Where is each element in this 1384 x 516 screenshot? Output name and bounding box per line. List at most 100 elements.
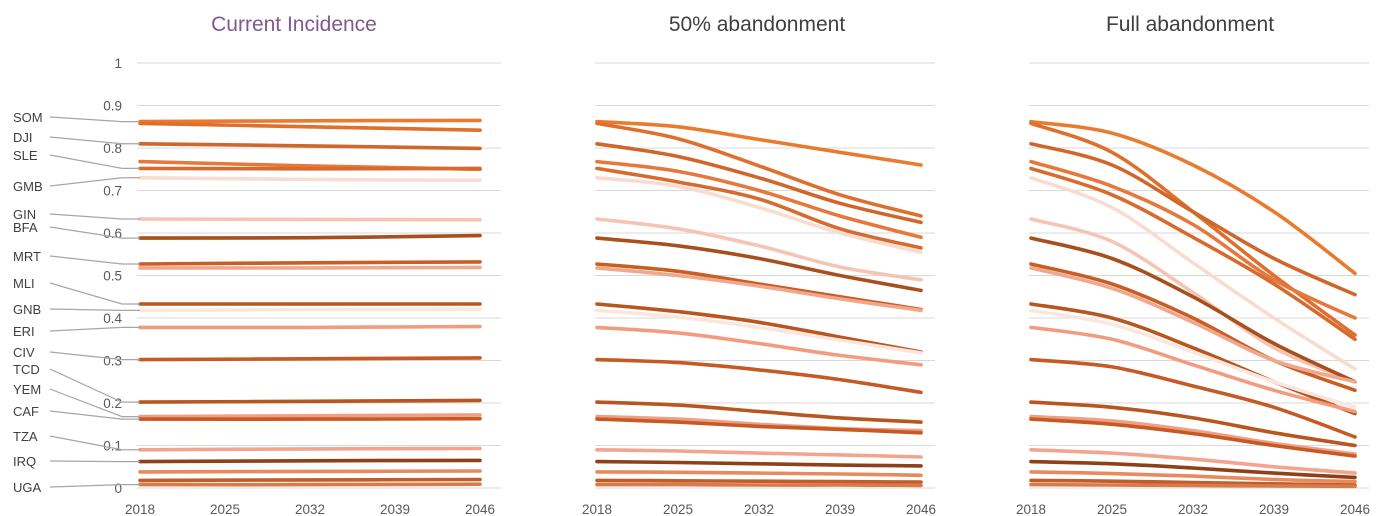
- y-tick-label: 0.6: [103, 226, 122, 241]
- y-tick-label: 0.9: [103, 99, 122, 114]
- country-leader-line: [49, 226, 140, 239]
- series-line-10: [138, 265, 482, 270]
- country-label: TCD: [13, 362, 40, 377]
- series-line-8: [1029, 236, 1357, 384]
- country-label: MLI: [13, 276, 35, 291]
- series-line-3: [1029, 142, 1357, 297]
- panel-1: Current Incidence00.10.20.30.40.50.60.70…: [103, 13, 501, 516]
- x-tick-label: 2018: [125, 502, 155, 516]
- series-line-13: [138, 324, 482, 330]
- country-leader-line: [49, 435, 140, 451]
- country-label: GMB: [13, 179, 43, 194]
- x-tick-label: 2039: [1259, 502, 1289, 516]
- x-tick-label: 2046: [906, 502, 936, 516]
- series-line-18: [138, 446, 482, 452]
- series-line-16: [1029, 414, 1357, 456]
- series-line-14: [138, 356, 482, 362]
- x-tick-label: 2046: [1340, 502, 1370, 516]
- panel-title: Current Incidence: [211, 13, 377, 36]
- series-line-1: [138, 118, 482, 124]
- x-tick-label: 2018: [582, 502, 612, 516]
- x-tick-label: 2039: [825, 502, 855, 516]
- series-line-11: [1029, 302, 1357, 416]
- y-tick-label: 0.1: [103, 439, 122, 454]
- series-line-7: [595, 217, 923, 282]
- panel-3: Full abandonment 2018 2025 2032 2039 2046: [1016, 13, 1370, 516]
- country-label: YEM: [13, 382, 41, 397]
- series-line-22: [1029, 482, 1357, 489]
- series-line-4: [595, 159, 923, 240]
- country-leader-line: [49, 388, 140, 418]
- y-tick-label: 0.3: [103, 354, 122, 369]
- series-line-15: [138, 398, 482, 404]
- country-label: ERI: [13, 324, 35, 339]
- country-leader-line: [49, 154, 140, 169]
- country-leader-line: [49, 351, 140, 361]
- country-leader-line: [49, 136, 140, 145]
- series-line-14: [1029, 357, 1357, 439]
- series-line-5: [595, 166, 923, 250]
- y-tick-label: 1: [114, 56, 122, 71]
- series-line-12: [1029, 308, 1357, 410]
- series-line-6: [595, 176, 923, 254]
- series-line-14: [595, 357, 923, 395]
- country-label: TZA: [13, 429, 38, 444]
- series-line-20: [1029, 470, 1357, 484]
- series-line-10: [595, 266, 923, 313]
- y-tick-label: 0.7: [103, 184, 122, 199]
- x-tick-label: 2018: [1016, 502, 1046, 516]
- x-tick-label: 2032: [295, 502, 325, 516]
- y-tick-label: 0: [114, 481, 122, 496]
- series-line-18: [595, 448, 923, 459]
- series-line-21: [1029, 478, 1357, 487]
- series-line-6: [138, 176, 482, 183]
- series-line-15: [1029, 400, 1357, 448]
- panel-title: 50% abandonment: [669, 13, 845, 36]
- series-line-17: [1029, 417, 1357, 458]
- country-label: BFA: [13, 220, 38, 235]
- series-line-3: [595, 142, 923, 225]
- series-line-2: [595, 121, 923, 218]
- series-line-1: [1029, 119, 1357, 276]
- country-label: DJI: [13, 130, 33, 145]
- series-line-7: [1029, 217, 1357, 384]
- series-line-21: [138, 477, 482, 483]
- series-line-19: [595, 459, 923, 468]
- series-line-17: [595, 417, 923, 435]
- country-label: SLE: [13, 148, 38, 163]
- series-line-19: [138, 458, 482, 464]
- series-line-1: [595, 119, 923, 167]
- x-tick-label: 2025: [1097, 502, 1127, 516]
- y-tick-label: 0.4: [103, 311, 122, 326]
- country-leader-line: [49, 326, 140, 332]
- series-line-13: [1029, 325, 1357, 414]
- series-line-12: [595, 308, 923, 355]
- country-label: IRQ: [13, 454, 36, 469]
- series-line-12: [138, 307, 482, 313]
- panel-2: 50% abandonment 2018 2025 2032 2039 2046: [582, 13, 936, 516]
- country-label: GNB: [13, 302, 41, 317]
- series-line-21: [595, 478, 923, 484]
- series-line-18: [1029, 448, 1357, 475]
- country-leader-line: [49, 255, 140, 265]
- series-line-7: [138, 217, 482, 222]
- country-leader-line: [49, 116, 140, 123]
- series-line-13: [595, 325, 923, 367]
- country-label: MRT: [13, 249, 41, 264]
- country-leader-line: [49, 308, 140, 311]
- country-leader-line: [49, 410, 140, 420]
- series-line-20: [595, 470, 923, 478]
- country-leader-line: [49, 213, 140, 220]
- x-tick-label: 2039: [380, 502, 410, 516]
- series-line-9: [1029, 262, 1357, 393]
- country-label: CAF: [13, 404, 39, 419]
- series-line-9: [138, 260, 482, 266]
- series-line-19: [1029, 459, 1357, 480]
- x-tick-label: 2032: [1178, 502, 1208, 516]
- country-leader-line: [49, 460, 140, 463]
- country-label: SOM: [13, 110, 43, 125]
- country-label: UGA: [13, 480, 42, 495]
- series-line-22: [595, 482, 923, 488]
- x-tick-label: 2032: [744, 502, 774, 516]
